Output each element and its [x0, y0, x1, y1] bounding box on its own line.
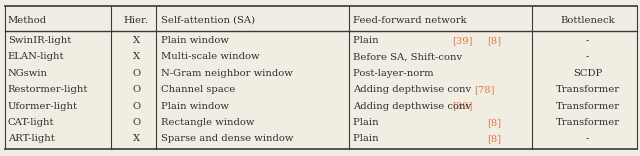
Text: Feed-forward network: Feed-forward network: [353, 16, 467, 25]
Text: NGswin: NGswin: [8, 69, 47, 78]
Text: O: O: [132, 69, 140, 78]
Text: Post-layer-norm: Post-layer-norm: [353, 69, 437, 78]
Text: Restormer-light: Restormer-light: [8, 85, 88, 94]
Text: O: O: [132, 85, 140, 94]
Text: Hier.: Hier.: [124, 16, 148, 25]
Text: Uformer-light: Uformer-light: [8, 102, 77, 111]
Text: Bottleneck: Bottleneck: [560, 16, 615, 25]
Text: ART-light: ART-light: [8, 134, 54, 143]
Text: N-Gram neighbor window: N-Gram neighbor window: [161, 69, 293, 78]
Text: SwinIR-light: SwinIR-light: [8, 36, 71, 45]
Text: [8]: [8]: [488, 134, 502, 143]
Text: ELAN-light: ELAN-light: [8, 52, 64, 61]
Text: Plain: Plain: [353, 118, 382, 127]
Text: Channel space: Channel space: [161, 85, 239, 94]
Text: Multi-scale window: Multi-scale window: [161, 52, 260, 61]
Text: CAT-light: CAT-light: [8, 118, 54, 127]
Text: Method: Method: [8, 16, 47, 25]
Text: Transformer: Transformer: [556, 102, 620, 111]
Text: [8]: [8]: [488, 36, 502, 45]
Text: -: -: [586, 52, 589, 61]
Text: Adding depthwise conv: Adding depthwise conv: [353, 85, 472, 94]
Text: Plain window: Plain window: [161, 36, 232, 45]
Text: O: O: [132, 118, 140, 127]
Text: Plain: Plain: [353, 134, 382, 143]
Text: -: -: [586, 134, 589, 143]
Text: -: -: [586, 36, 589, 45]
Text: X: X: [132, 134, 140, 143]
Text: X: X: [132, 52, 140, 61]
Text: Rectangle window: Rectangle window: [161, 118, 255, 127]
Text: Before SA, Shift-conv: Before SA, Shift-conv: [353, 52, 465, 61]
Text: [8]: [8]: [488, 118, 502, 127]
Text: Sparse and dense window: Sparse and dense window: [161, 134, 294, 143]
Text: [78]: [78]: [474, 85, 495, 94]
Text: O: O: [132, 102, 140, 111]
Text: Plain: Plain: [353, 36, 382, 45]
Text: [39]: [39]: [452, 102, 472, 111]
Text: [39]: [39]: [452, 36, 472, 45]
Text: X: X: [132, 36, 140, 45]
Text: SCDP: SCDP: [573, 69, 602, 78]
Text: Adding depthwise conv: Adding depthwise conv: [353, 102, 472, 111]
Text: Self-attention (SA): Self-attention (SA): [161, 16, 255, 25]
Text: Transformer: Transformer: [556, 118, 620, 127]
Text: Transformer: Transformer: [556, 85, 620, 94]
Text: Plain window: Plain window: [161, 102, 232, 111]
